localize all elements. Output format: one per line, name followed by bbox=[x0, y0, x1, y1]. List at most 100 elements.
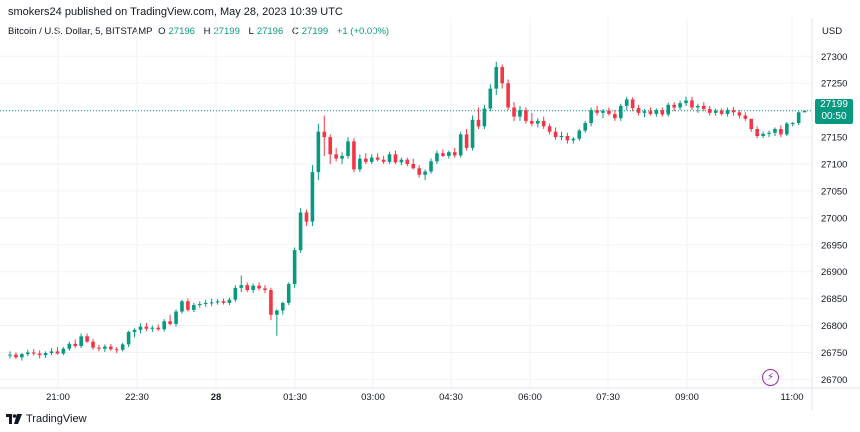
currency-label: USD bbox=[822, 26, 843, 37]
candle-body bbox=[796, 112, 801, 124]
candle-body bbox=[613, 113, 617, 119]
candle-body bbox=[565, 136, 570, 141]
candle-body bbox=[138, 326, 143, 330]
candle-body bbox=[251, 285, 255, 290]
candle-body bbox=[702, 105, 706, 110]
candle-body bbox=[275, 310, 279, 315]
candle-body bbox=[725, 110, 730, 114]
candle-body bbox=[802, 110, 807, 113]
y-tick-label: 26900 bbox=[821, 267, 847, 278]
candle-body bbox=[666, 104, 671, 115]
candle-body bbox=[530, 120, 534, 124]
candle-body bbox=[624, 99, 629, 106]
candle-body bbox=[601, 110, 605, 113]
candle-body bbox=[553, 131, 558, 138]
open-value: O 27196 bbox=[158, 26, 195, 37]
last-price: 27199 bbox=[820, 99, 848, 110]
candle-body bbox=[280, 302, 285, 311]
candle-body bbox=[743, 115, 748, 119]
candle-body bbox=[559, 136, 564, 138]
candle-body bbox=[79, 336, 83, 346]
candle-body bbox=[310, 172, 315, 222]
lightning-icon[interactable]: ⚡ bbox=[762, 369, 779, 386]
candle-body bbox=[790, 123, 795, 125]
candle-body bbox=[672, 104, 676, 108]
candle-body bbox=[239, 285, 244, 288]
candle-body bbox=[150, 327, 155, 329]
high-value: H 27199 bbox=[203, 26, 240, 37]
candle-body bbox=[447, 152, 451, 156]
candle-body bbox=[316, 131, 321, 173]
tradingview-logo-icon bbox=[6, 414, 22, 424]
candle-body bbox=[286, 284, 291, 303]
candle-body bbox=[589, 110, 593, 124]
candle-body bbox=[464, 134, 469, 148]
candle-body bbox=[482, 108, 487, 127]
candle-body bbox=[684, 100, 688, 104]
candle-body bbox=[156, 327, 161, 330]
candle-body bbox=[203, 302, 208, 304]
x-tick-label: 06:00 bbox=[518, 392, 542, 403]
candle-body bbox=[755, 129, 759, 136]
candle-body bbox=[20, 354, 24, 358]
candle-body bbox=[571, 138, 576, 141]
candle-body bbox=[162, 321, 166, 330]
candle-body bbox=[785, 123, 789, 135]
candle-body bbox=[737, 112, 742, 116]
candle-body bbox=[49, 351, 54, 353]
x-tick-label: 28 bbox=[211, 392, 222, 403]
candle-body bbox=[174, 311, 178, 324]
candle-body bbox=[452, 152, 457, 156]
candle-body bbox=[773, 129, 777, 133]
publisher-line: smokers24 published on TradingView.com, … bbox=[8, 6, 343, 18]
candle-body bbox=[500, 67, 504, 84]
candle-body bbox=[126, 332, 131, 345]
candle-body bbox=[328, 137, 333, 155]
candle-body bbox=[144, 326, 149, 329]
candle-body bbox=[713, 110, 718, 113]
candle-body bbox=[429, 161, 433, 172]
candle-body bbox=[779, 129, 783, 135]
x-tick-label: 09:00 bbox=[675, 392, 699, 403]
candle-body bbox=[387, 154, 392, 162]
candle-body bbox=[767, 132, 771, 134]
candle-body bbox=[660, 110, 665, 115]
candle-body bbox=[358, 158, 362, 170]
candle-body bbox=[488, 88, 493, 109]
candle-body bbox=[595, 110, 599, 113]
candle-body bbox=[304, 212, 309, 222]
candle-body bbox=[547, 126, 552, 132]
x-tick-label: 11:00 bbox=[780, 392, 803, 403]
candle-body bbox=[263, 288, 267, 290]
candle-body bbox=[648, 111, 653, 114]
footer-brand-text: TradingView bbox=[26, 413, 87, 425]
candle-body bbox=[369, 157, 374, 162]
candle-body bbox=[719, 110, 724, 114]
footer-brand[interactable]: TradingView bbox=[6, 413, 87, 425]
candle-body bbox=[14, 354, 18, 358]
candle-body bbox=[31, 352, 36, 354]
candle-body bbox=[375, 157, 380, 160]
candle-body bbox=[435, 153, 439, 162]
y-tick-label: 27300 bbox=[821, 52, 847, 63]
x-tick-label: 01:30 bbox=[283, 392, 307, 403]
x-tick-label: 22:30 bbox=[125, 392, 149, 403]
candle-body bbox=[458, 134, 463, 156]
candle-body bbox=[654, 110, 659, 114]
candle-body bbox=[441, 153, 445, 156]
candle-body bbox=[245, 285, 249, 290]
candle-body bbox=[103, 346, 107, 349]
candle-body bbox=[476, 119, 481, 127]
candle-body bbox=[227, 299, 232, 303]
low-value: L 27196 bbox=[248, 26, 284, 37]
candle-body bbox=[642, 111, 647, 113]
candle-body bbox=[417, 168, 421, 175]
candle-body bbox=[393, 154, 398, 163]
y-tick-label: 26850 bbox=[821, 294, 847, 305]
candle-body bbox=[749, 118, 754, 129]
candle-body bbox=[340, 155, 344, 159]
candle-body bbox=[512, 107, 516, 117]
last-price-tag: 27199 00:50 bbox=[815, 99, 853, 124]
candle-body bbox=[25, 352, 30, 355]
